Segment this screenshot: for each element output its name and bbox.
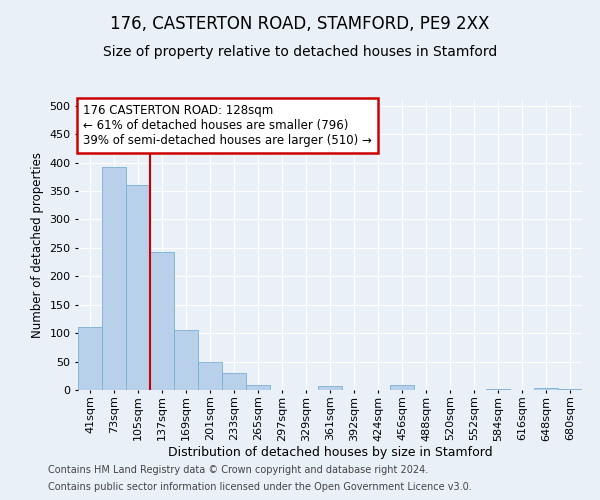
Bar <box>150 252 174 390</box>
Bar <box>126 186 150 390</box>
Bar <box>390 386 414 390</box>
Bar <box>222 373 246 390</box>
Text: Contains public sector information licensed under the Open Government Licence v3: Contains public sector information licen… <box>48 482 472 492</box>
Text: Contains HM Land Registry data © Crown copyright and database right 2024.: Contains HM Land Registry data © Crown c… <box>48 465 428 475</box>
Bar <box>558 389 582 390</box>
Bar <box>486 389 510 390</box>
Bar <box>246 386 270 390</box>
Text: 176, CASTERTON ROAD, STAMFORD, PE9 2XX: 176, CASTERTON ROAD, STAMFORD, PE9 2XX <box>110 15 490 33</box>
Text: 176 CASTERTON ROAD: 128sqm
← 61% of detached houses are smaller (796)
39% of sem: 176 CASTERTON ROAD: 128sqm ← 61% of deta… <box>83 104 372 148</box>
Bar <box>102 166 126 390</box>
Bar <box>198 362 222 390</box>
Bar <box>78 328 102 390</box>
X-axis label: Distribution of detached houses by size in Stamford: Distribution of detached houses by size … <box>167 446 493 459</box>
Y-axis label: Number of detached properties: Number of detached properties <box>31 152 44 338</box>
Bar <box>174 330 198 390</box>
Bar <box>318 386 342 390</box>
Bar <box>534 388 558 390</box>
Text: Size of property relative to detached houses in Stamford: Size of property relative to detached ho… <box>103 45 497 59</box>
